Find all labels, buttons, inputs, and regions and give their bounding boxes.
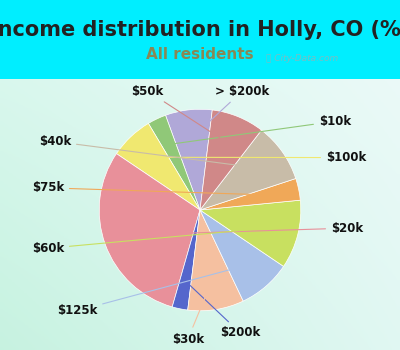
Text: Income distribution in Holly, CO (%): Income distribution in Holly, CO (%) [0,20,400,40]
Text: $60k: $60k [32,228,268,255]
Text: ⓘ City-Data.com: ⓘ City-Data.com [266,54,338,63]
Text: > $200k: > $200k [194,85,270,136]
Text: $200k: $200k [188,283,260,340]
Wedge shape [188,210,243,311]
Wedge shape [166,109,212,210]
Wedge shape [172,210,200,310]
Wedge shape [200,130,296,210]
Wedge shape [200,200,301,266]
Text: $125k: $125k [57,266,245,317]
Wedge shape [200,110,262,210]
Text: All residents: All residents [146,47,254,62]
Text: $50k: $50k [132,85,225,141]
Text: $30k: $30k [172,284,210,345]
Wedge shape [200,178,300,210]
Text: $20k: $20k [134,222,363,235]
Text: $40k: $40k [39,135,256,168]
Wedge shape [116,124,200,210]
Text: $10k: $10k [172,115,351,144]
Wedge shape [200,210,284,301]
Text: $100k: $100k [153,151,366,164]
Text: $75k: $75k [32,181,268,195]
Wedge shape [99,154,200,307]
Wedge shape [148,115,200,210]
